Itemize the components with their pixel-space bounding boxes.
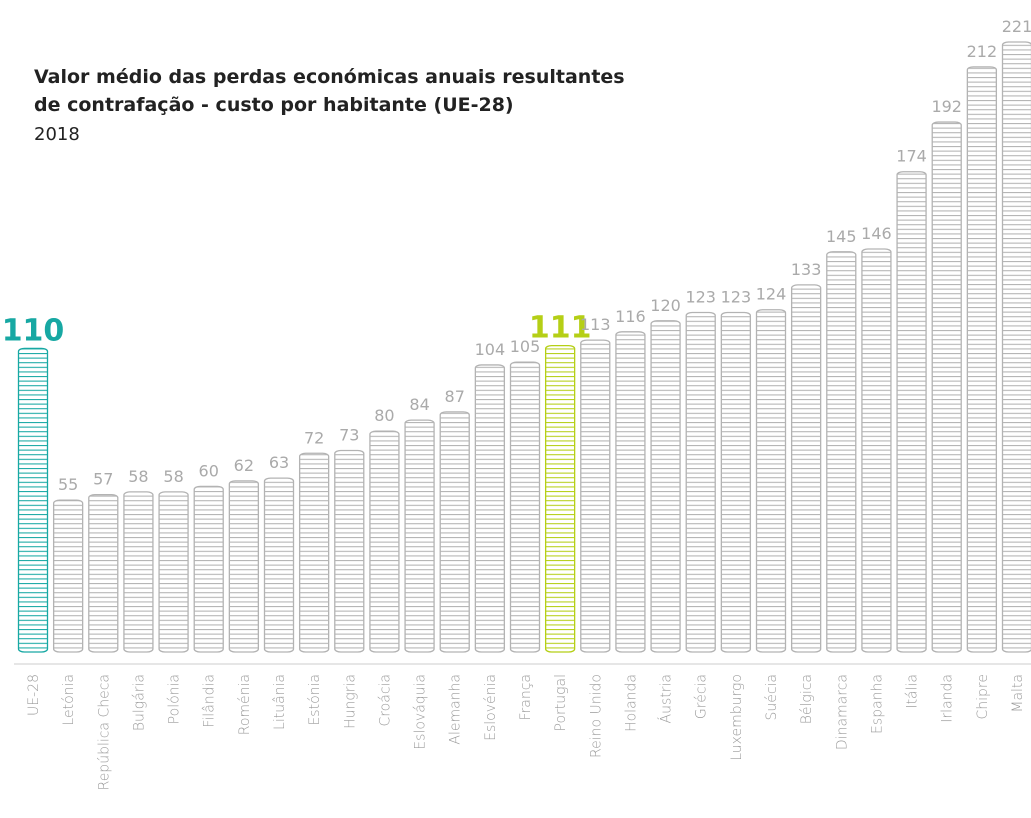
value-label: 55 xyxy=(58,475,78,494)
x-tick-label: República Checa xyxy=(96,674,112,790)
value-label: 57 xyxy=(93,470,113,489)
bar xyxy=(404,419,435,653)
value-label: 62 xyxy=(234,456,254,475)
value-label: 124 xyxy=(756,285,787,304)
x-tick-label: Lituânia xyxy=(272,674,288,730)
bar xyxy=(755,309,787,653)
x-tick-label: Letónia xyxy=(61,674,77,726)
chart-title: de contrafação - custo por habitante (UE… xyxy=(34,94,514,116)
bar xyxy=(1001,41,1031,653)
x-tick-label: Filândia xyxy=(202,674,218,728)
value-label: 60 xyxy=(199,461,219,480)
x-tick-label: UE-28 xyxy=(26,674,42,716)
chart-subtitle: 2018 xyxy=(34,124,80,145)
value-label: 104 xyxy=(475,340,506,359)
value-label: 80 xyxy=(374,406,394,425)
value-label: 120 xyxy=(650,296,681,315)
value-label: 58 xyxy=(128,467,148,486)
x-tick-label: Polónia xyxy=(167,674,183,724)
x-tick-label: Reino Unido xyxy=(588,674,604,758)
bar xyxy=(966,66,998,653)
bar xyxy=(544,344,576,653)
x-tick-label: França xyxy=(518,674,534,721)
x-tick-label: Espanha xyxy=(869,674,885,734)
x-tick-label: Itália xyxy=(905,674,921,709)
x-tick-label: Malta xyxy=(1010,674,1026,713)
value-label: 73 xyxy=(339,426,359,445)
bar xyxy=(474,364,506,653)
bar xyxy=(17,347,49,653)
value-label: 63 xyxy=(269,453,289,472)
value-label: 110 xyxy=(2,313,65,348)
value-label: 123 xyxy=(721,287,752,306)
value-label: 146 xyxy=(861,224,892,243)
bar xyxy=(509,361,541,653)
x-tick-label: Holanda xyxy=(623,674,639,732)
x-tick-label: Estónia xyxy=(307,674,323,726)
bar xyxy=(228,480,260,653)
x-tick-label: Chipre xyxy=(975,674,991,720)
bar xyxy=(896,171,927,653)
x-tick-label: Luxemburgo xyxy=(729,674,745,761)
x-tick-label: Eslováquia xyxy=(413,674,429,750)
bar xyxy=(861,248,892,653)
bar xyxy=(158,491,189,653)
value-label: 116 xyxy=(615,307,646,326)
x-tick-label: Croácia xyxy=(377,674,393,727)
x-tick-label: Áustria xyxy=(658,674,675,723)
chart-title: Valor médio das perdas económicas anuais… xyxy=(34,66,625,88)
bar xyxy=(193,485,224,653)
x-tick-label: Bulgária xyxy=(131,674,147,731)
x-tick-label: Alemanha xyxy=(448,674,464,745)
bar xyxy=(88,494,119,653)
bar xyxy=(826,251,857,653)
bar xyxy=(615,331,646,653)
x-tick-label: Irlanda xyxy=(940,674,956,723)
bar xyxy=(334,449,365,653)
x-tick-label: Eslovénia xyxy=(483,674,499,741)
value-label: 87 xyxy=(445,387,465,406)
bar xyxy=(790,284,822,653)
value-label: 113 xyxy=(580,315,611,334)
x-tick-label: Grécia xyxy=(694,674,710,719)
x-tick-label: Portugal xyxy=(553,674,569,732)
bar xyxy=(650,320,681,653)
bar xyxy=(123,491,154,653)
value-label: 133 xyxy=(791,260,822,279)
bar xyxy=(720,311,752,653)
x-tick-label: Suécia xyxy=(764,674,780,721)
value-label: 212 xyxy=(967,42,998,61)
value-label: 72 xyxy=(304,428,324,447)
value-label: 58 xyxy=(163,467,183,486)
value-label: 111 xyxy=(529,311,592,346)
x-tick-label: Dinamarca xyxy=(834,674,850,750)
value-label: 84 xyxy=(409,395,429,414)
bar xyxy=(439,411,470,653)
value-label: 123 xyxy=(685,287,716,306)
value-label: 221 xyxy=(1002,17,1031,36)
value-label: 174 xyxy=(896,147,927,166)
bar xyxy=(369,430,400,653)
value-label: 105 xyxy=(510,337,541,356)
x-tick-label: Bélgica xyxy=(799,674,815,724)
bar xyxy=(931,121,962,653)
value-label: 145 xyxy=(826,227,857,246)
value-label: 192 xyxy=(931,97,962,116)
x-tick-label: Roménia xyxy=(237,674,253,735)
x-tick-label: Hungria xyxy=(342,674,358,729)
bar xyxy=(580,339,611,653)
bar xyxy=(263,477,295,653)
bar xyxy=(298,452,330,653)
bar xyxy=(685,311,716,653)
bar xyxy=(52,499,84,653)
